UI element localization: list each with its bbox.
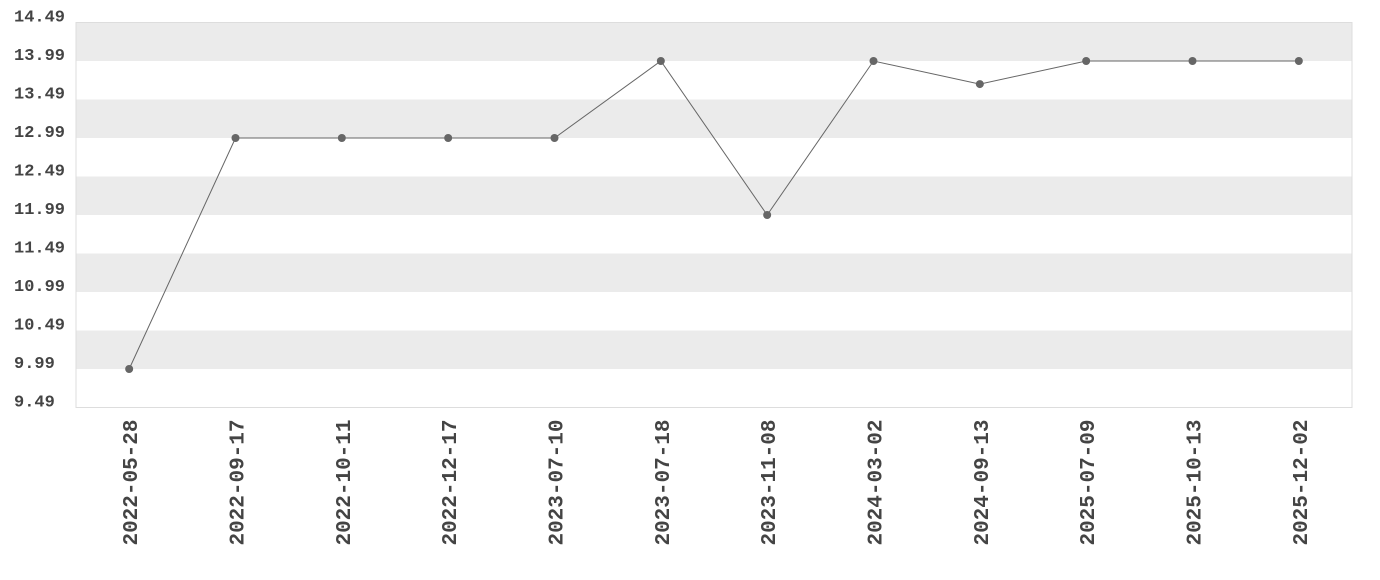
x-tick-label: 2023-11-08: [759, 420, 782, 546]
y-tick-label: 10.99: [14, 278, 65, 297]
y-tick-label: 12.49: [14, 163, 65, 182]
y-tick-label: 12.99: [14, 124, 65, 143]
grid-band: [76, 330, 1352, 369]
point: [231, 134, 240, 142]
y-tick-label: 11.49: [14, 240, 65, 259]
grid-band: [76, 22, 1352, 61]
y-tick-label: 13.99: [14, 47, 65, 66]
point: [656, 57, 665, 65]
line: [128, 60, 1299, 370]
plot-border: [75, 22, 1353, 408]
point: [444, 134, 453, 142]
x-tick-label: 2022-09-17: [228, 420, 251, 546]
grid-band: [76, 176, 1352, 215]
point: [125, 365, 134, 373]
point: [869, 57, 878, 65]
point: [975, 80, 984, 89]
point: [550, 134, 559, 142]
y-tick-label: 13.49: [14, 86, 65, 105]
x-tick-label: 2025-07-09: [1078, 420, 1101, 546]
x-tick-label: 2022-12-17: [440, 420, 463, 546]
point: [1294, 57, 1303, 65]
y-tick-label: 9.99: [14, 355, 55, 374]
point: [1082, 57, 1091, 65]
grid-band: [76, 253, 1352, 292]
x-tick-label: 2024-09-13: [972, 420, 995, 546]
point: [1188, 57, 1197, 65]
x-tick-label: 2022-05-28: [121, 420, 144, 546]
y-tick-label: 14.49: [14, 9, 65, 28]
x-tick-label: 2025-12-02: [1291, 420, 1314, 546]
x-tick-label: 2025-10-13: [1185, 420, 1208, 546]
y-tick-label: 9.49: [14, 394, 55, 413]
x-tick-label: 2022-10-11: [334, 420, 357, 546]
point: [763, 211, 772, 219]
y-tick-label: 10.49: [14, 317, 65, 336]
x-tick-label: 2024-03-02: [866, 420, 889, 546]
x-tick-label: 2023-07-18: [653, 420, 676, 546]
x-tick-label: 2023-07-10: [547, 420, 570, 546]
grid-band: [76, 99, 1352, 138]
y-tick-label: 11.99: [14, 201, 65, 220]
point: [337, 134, 346, 142]
